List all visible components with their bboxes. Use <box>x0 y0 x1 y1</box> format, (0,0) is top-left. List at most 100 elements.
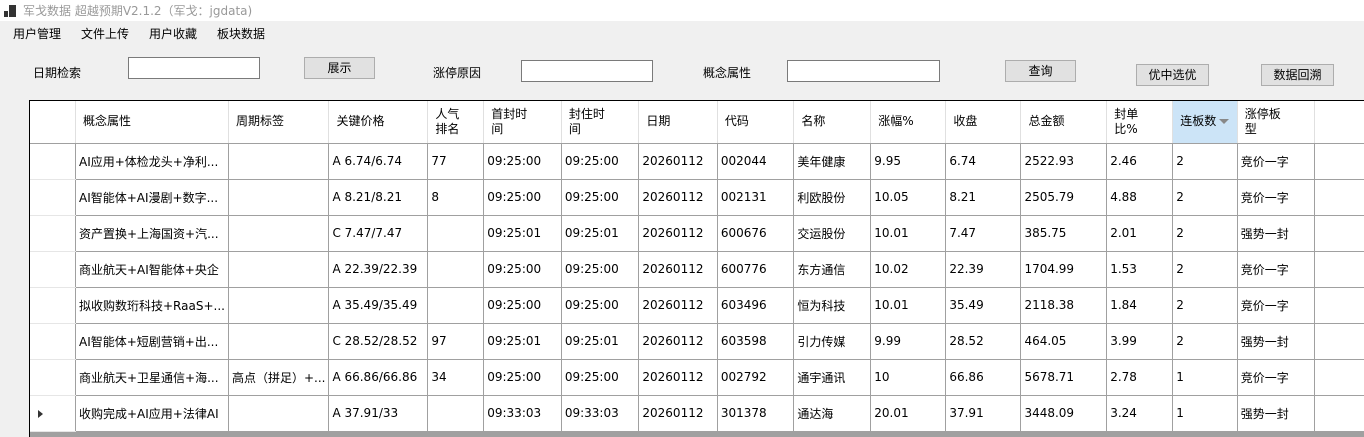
table-cell[interactable]: 20260112 <box>638 179 718 216</box>
column-header[interactable]: 连板数 <box>1172 101 1238 144</box>
select-best-button[interactable]: 优中选优 <box>1136 64 1209 86</box>
table-cell[interactable]: 商业航天+AI智能体+央企 <box>75 251 229 288</box>
table-cell[interactable] <box>228 323 330 360</box>
table-cell[interactable]: 竞价一字 <box>1237 251 1315 288</box>
table-cell[interactable] <box>228 143 330 180</box>
table-cell[interactable]: A 22.39/22.39 <box>328 251 429 288</box>
table-cell[interactable]: 09:25:00 <box>561 143 640 180</box>
table-cell[interactable]: 4.88 <box>1106 179 1174 216</box>
column-header[interactable]: 涨停板 型 <box>1237 101 1315 144</box>
table-cell[interactable]: A 35.49/35.49 <box>328 287 429 324</box>
table-cell[interactable]: 09:25:01 <box>561 215 640 252</box>
table-cell[interactable]: 恒为科技 <box>793 287 872 324</box>
row-header[interactable] <box>30 287 76 324</box>
table-cell[interactable]: 美年健康 <box>793 143 872 180</box>
table-cell[interactable]: 拟收购数珩科技+RaaS+... <box>75 287 229 324</box>
table-cell[interactable]: 09:25:00 <box>561 359 640 396</box>
table-cell[interactable] <box>1314 359 1364 396</box>
table-cell[interactable]: 引力传媒 <box>793 323 872 360</box>
table-cell[interactable]: 1 <box>1172 395 1238 432</box>
table-cell[interactable] <box>228 395 330 432</box>
show-button[interactable]: 展示 <box>304 57 375 79</box>
table-cell[interactable]: 竞价一字 <box>1237 359 1315 396</box>
table-cell[interactable]: 09:25:01 <box>561 323 640 360</box>
menu-file-upload[interactable]: 文件上传 <box>81 26 130 41</box>
table-cell[interactable] <box>1314 251 1364 288</box>
row-header[interactable] <box>30 179 76 216</box>
table-cell[interactable]: A 37.91/33 <box>328 395 429 432</box>
table-cell[interactable]: 2 <box>1172 179 1238 216</box>
table-cell[interactable]: 20.01 <box>870 395 947 432</box>
table-cell[interactable]: 002131 <box>717 179 795 216</box>
table-cell[interactable]: 2.78 <box>1106 359 1174 396</box>
table-cell[interactable]: 600776 <box>717 251 795 288</box>
table-cell[interactable] <box>427 395 485 432</box>
column-header[interactable]: 代码 <box>717 101 795 144</box>
stock-data-grid[interactable]: 概念属性 周期标签 关键价格 人气 排名 首封时 间 封住时 间 日期 代码 名称 涨幅% 收盘 总金… <box>29 100 1364 437</box>
table-cell[interactable]: 2 <box>1172 215 1238 252</box>
table-cell[interactable]: 2 <box>1172 143 1238 180</box>
table-cell[interactable]: 464.05 <box>1020 323 1108 360</box>
table-cell[interactable]: 20260112 <box>638 359 718 396</box>
table-cell[interactable]: 3.24 <box>1106 395 1174 432</box>
table-row[interactable]: 资产置换+上海国资+汽... C 7.47/7.47 09:25:01 09:25:0… <box>30 215 1364 252</box>
table-cell[interactable]: A 66.86/66.86 <box>328 359 429 396</box>
table-cell[interactable]: 002044 <box>717 143 795 180</box>
table-cell[interactable]: 09:25:00 <box>483 179 562 216</box>
table-cell[interactable] <box>1314 323 1364 360</box>
table-cell[interactable]: 20260112 <box>638 395 718 432</box>
table-cell[interactable] <box>228 251 330 288</box>
table-cell[interactable] <box>228 179 330 216</box>
table-cell[interactable]: 22.39 <box>945 251 1022 288</box>
row-header[interactable] <box>30 359 76 396</box>
table-cell[interactable]: 6.74 <box>945 143 1022 180</box>
table-cell[interactable]: 2 <box>1172 251 1238 288</box>
table-cell[interactable]: C 7.47/7.47 <box>328 215 429 252</box>
row-header[interactable] <box>30 395 76 432</box>
table-cell[interactable]: 09:25:00 <box>483 359 562 396</box>
table-cell[interactable]: 603496 <box>717 287 795 324</box>
table-cell[interactable]: 1.84 <box>1106 287 1174 324</box>
column-header[interactable]: 封单 比% <box>1106 101 1174 144</box>
column-header[interactable]: 涨幅% <box>870 101 947 144</box>
table-cell[interactable]: 20260112 <box>638 287 718 324</box>
table-cell[interactable]: 10.01 <box>870 215 947 252</box>
column-header[interactable]: 概念属性 <box>75 101 229 144</box>
table-cell[interactable]: AI智能体+短剧营销+出... <box>75 323 229 360</box>
table-cell[interactable]: 1704.99 <box>1020 251 1108 288</box>
table-cell[interactable]: 09:25:00 <box>483 143 562 180</box>
table-cell[interactable]: 002792 <box>717 359 795 396</box>
table-cell[interactable]: 9.95 <box>870 143 947 180</box>
table-cell[interactable]: 09:25:00 <box>483 251 562 288</box>
table-cell[interactable]: 10 <box>870 359 947 396</box>
date-search-input[interactable] <box>128 57 260 79</box>
table-cell[interactable]: 强势一封 <box>1237 323 1315 360</box>
table-cell[interactable]: 8 <box>427 179 485 216</box>
table-cell[interactable]: 强势一封 <box>1237 395 1315 432</box>
table-cell[interactable]: 09:25:00 <box>561 179 640 216</box>
row-header[interactable] <box>30 251 76 288</box>
query-button[interactable]: 查询 <box>1005 60 1076 82</box>
table-cell[interactable]: 301378 <box>717 395 795 432</box>
table-cell[interactable]: 09:25:00 <box>483 287 562 324</box>
table-cell[interactable]: 20260112 <box>638 323 718 360</box>
table-cell[interactable]: 2505.79 <box>1020 179 1108 216</box>
table-cell[interactable]: 77 <box>427 143 485 180</box>
table-cell[interactable]: 09:25:00 <box>561 287 640 324</box>
table-cell[interactable]: 通宇通讯 <box>793 359 872 396</box>
table-cell[interactable]: 385.75 <box>1020 215 1108 252</box>
column-header[interactable]: 首封时 间 <box>483 101 562 144</box>
menu-sector-data[interactable]: 板块数据 <box>217 26 266 41</box>
table-row[interactable]: AI应用+体检龙头+净利... A 6.74/6.74 77 09:25:00 09:2… <box>30 143 1364 180</box>
table-row[interactable]: 拟收购数珩科技+RaaS+... A 35.49/35.49 09:25:00 09:… <box>30 287 1364 324</box>
table-cell[interactable]: A 8.21/8.21 <box>328 179 429 216</box>
table-cell[interactable]: 2 <box>1172 323 1238 360</box>
table-cell[interactable]: 3448.09 <box>1020 395 1108 432</box>
menu-user-favorites[interactable]: 用户收藏 <box>149 26 198 41</box>
table-cell[interactable] <box>1314 143 1364 180</box>
table-cell[interactable]: 20260112 <box>638 215 718 252</box>
table-cell[interactable]: 09:33:03 <box>483 395 562 432</box>
table-cell[interactable]: 09:33:03 <box>561 395 640 432</box>
table-cell[interactable]: 商业航天+卫星通信+海... <box>75 359 229 396</box>
table-cell[interactable]: 竞价一字 <box>1237 287 1315 324</box>
